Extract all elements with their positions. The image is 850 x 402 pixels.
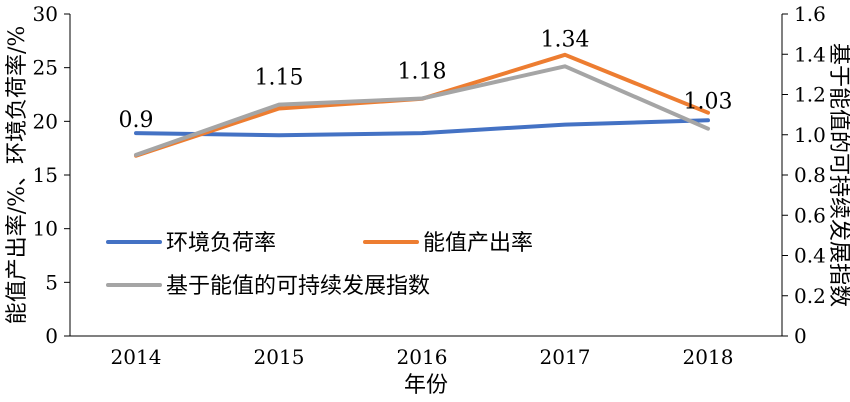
x-tick-label: 2018 <box>683 345 734 369</box>
left-y-tick-labels: 0 5 10 15 20 25 30 <box>33 2 70 348</box>
right-y-tick-label: 0.8 <box>794 163 826 187</box>
left-y-tick-label: 5 <box>45 270 58 294</box>
right-y-tick-label: 1.2 <box>794 83 826 107</box>
data-label: 1.18 <box>398 60 447 85</box>
legend-label: 能值产出率 <box>423 231 533 256</box>
left-y-tick-label: 0 <box>45 324 58 348</box>
x-tick-label: 2017 <box>540 345 591 369</box>
left-y-tick-label: 30 <box>33 2 58 26</box>
x-tick-labels: 2014 2015 2016 2017 2018 <box>111 345 734 369</box>
data-label: 0.9 <box>119 108 154 133</box>
series-line-1 <box>134 118 710 138</box>
data-label: 1.34 <box>541 27 590 52</box>
x-tick-label: 2014 <box>111 345 162 369</box>
left-y-axis-title: 能值产出率/%、环境负荷率/% <box>5 26 30 325</box>
legend-label: 基于能值的可持续发展指数 <box>166 274 430 299</box>
x-axis-title: 年份 <box>404 373 448 398</box>
x-tick-label: 2016 <box>397 345 448 369</box>
data-labels: 0.9 1.15 1.18 1.34 1.03 <box>119 27 733 133</box>
right-y-tick-label: 1.4 <box>794 42 826 66</box>
x-tick-label: 2015 <box>254 345 305 369</box>
legend-label: 环境负荷率 <box>166 231 276 256</box>
left-y-tick-label: 20 <box>33 109 58 133</box>
left-y-tick-label: 25 <box>33 56 58 80</box>
data-label: 1.15 <box>255 66 304 91</box>
right-y-axis-title: 基于能值的可持续发展指数 <box>826 43 850 307</box>
series-line-3 <box>134 64 710 157</box>
left-y-tick-label: 10 <box>33 217 58 241</box>
right-y-tick-label: 0.6 <box>794 203 826 227</box>
right-y-tick-label: 1.0 <box>794 123 826 147</box>
data-label: 1.03 <box>684 90 733 115</box>
right-y-tick-label: 0.2 <box>794 284 826 308</box>
right-y-tick-labels: 0 0.2 0.4 0.6 0.8 1.0 1.2 1.4 1.6 <box>782 2 826 348</box>
series-lines <box>134 52 710 158</box>
right-y-tick-label: 0.4 <box>794 244 826 268</box>
right-y-tick-label: 0 <box>794 324 807 348</box>
right-y-tick-label: 1.6 <box>794 2 826 26</box>
left-y-tick-label: 15 <box>33 163 58 187</box>
